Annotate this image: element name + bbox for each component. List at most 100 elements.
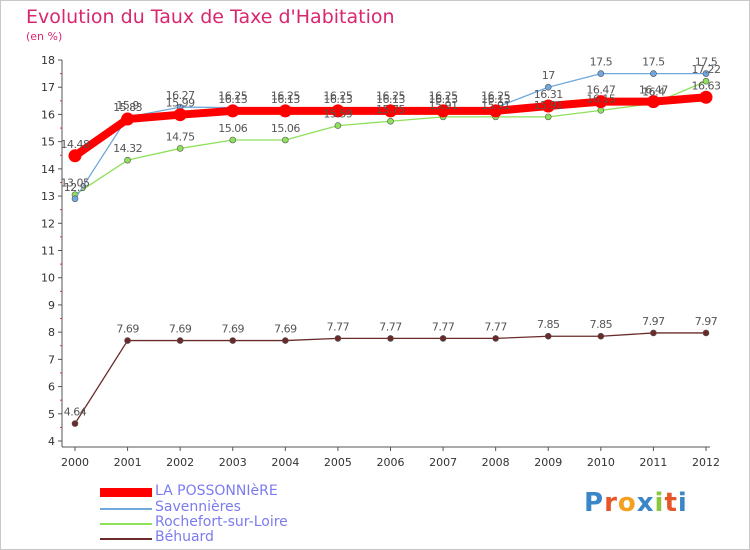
data-point [282,337,289,344]
x-tick-label: 2007 [429,456,457,469]
data-label: 7.85 [537,318,560,331]
data-point [436,104,450,118]
data-point [646,95,660,109]
data-label: 16.13 [323,93,352,106]
x-tick-label: 2000 [61,456,89,469]
data-point [278,104,292,118]
data-labels: 14.48 15.83 15.99 16.13 16.13 16.13 16.13 16.13… [61,56,722,419]
y-tick-label: 4 [48,435,55,448]
data-point [439,335,447,342]
data-label: 15.9 [116,99,139,112]
data-point [282,136,289,144]
data-label: 7.69 [222,323,245,336]
legend-swatch [100,488,152,497]
data-label: 16.13 [429,93,458,106]
x-tick-label: 2009 [534,456,562,469]
data-label: 16.47 [639,84,668,97]
data-label: 13.05 [61,177,90,190]
data-point [699,90,713,104]
data-label: 15.83 [113,101,142,114]
data-point [594,95,608,109]
data-point [597,70,605,77]
data-label: 16.4 [642,86,665,99]
data-point [489,104,503,118]
legend-label: Béhuard [155,529,214,545]
data-point [71,195,79,203]
data-point [173,108,187,122]
data-label: 14.32 [113,142,142,155]
data-label: 14.48 [61,138,90,151]
data-label: 15.75 [376,103,405,116]
data-label: 17 [542,69,555,82]
data-point [229,337,237,344]
y-tick-label: 17 [41,81,55,94]
data-label: 16.13 [271,93,300,106]
data-label: 14.75 [166,130,195,143]
data-label: 15.99 [166,97,195,110]
data-label: 16.25 [429,90,458,103]
x-tick-label: 2002 [166,456,194,469]
data-point [544,332,552,340]
data-label: 15.91 [429,99,458,112]
data-label: 17.5 [695,56,718,69]
data-label: 15.91 [481,99,510,112]
x-tick-label: 2001 [114,456,142,469]
data-label: 16.25 [481,90,510,103]
logo-letter: o [617,488,637,518]
logo-letter: x [636,488,655,518]
data-label: 7.77 [484,320,507,333]
data-label: 17.5 [642,56,665,69]
data-label: 7.69 [116,323,139,336]
data-label: 16.13 [376,93,405,106]
data-label: 16.31 [534,88,563,101]
y-tick-label: 7 [48,353,55,366]
chart-title: Evolution du Taux de Taxe d'Habitation [26,6,395,28]
logo-letter: t [664,488,678,518]
data-label: 7.77 [327,320,350,333]
y-tick-label: 11 [41,245,55,258]
y-tick-label: 16 [41,108,55,121]
data-label: 7.69 [274,323,297,336]
x-tick-label: 2006 [377,456,405,469]
legend-swatch [100,508,152,510]
data-label: 16.15 [586,92,615,105]
data-point [331,104,345,118]
data-label: 7.85 [590,318,613,331]
data-point [544,113,552,121]
legend-label: Savennières [155,499,241,515]
data-label: 16.25 [323,90,352,103]
data-label: 16.25 [271,90,300,103]
data-label: 15.06 [218,122,247,135]
data-point [68,149,82,163]
data-point [124,337,131,344]
x-tick-label: 2003 [219,456,247,469]
data-point [597,107,605,114]
data-point [384,104,397,118]
data-label: 7.97 [642,315,665,328]
data-point [176,145,184,152]
unit-label: (en %) [26,30,63,43]
data-point [124,156,131,164]
data-label: 17.5 [590,56,613,69]
data-point [702,77,710,85]
y-tick-label: 5 [48,408,55,421]
legend-swatch [100,538,152,540]
data-point [387,117,394,125]
series-lines [68,70,713,427]
legend-label: Rochefort-sur-Loire [155,514,288,530]
data-label: 15.59 [323,108,352,121]
data-label: 16.63 [692,79,721,92]
data-label: 16.25 [218,90,247,103]
y-tick-label: 15 [41,136,55,149]
data-point [650,70,657,77]
x-tick-label: 2004 [271,456,299,469]
data-point [71,420,79,427]
data-point [492,335,499,342]
data-point [702,70,710,77]
proxiti-logo: Proxiti [584,488,688,518]
data-point [229,136,237,144]
data-point [226,104,240,118]
x-tick-label: 2012 [692,456,720,469]
axes: 4 5 6 7 8 9 10 11 12 13 14 15 16 17 18 2000 2001 2002 2003… [41,54,720,469]
